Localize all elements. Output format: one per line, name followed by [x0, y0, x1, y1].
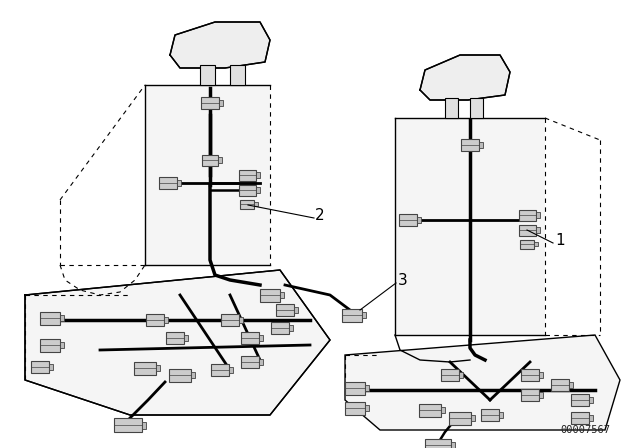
Bar — [362, 312, 366, 318]
Bar — [40, 311, 60, 324]
Bar — [518, 210, 536, 220]
Bar — [342, 309, 362, 322]
Text: 3: 3 — [398, 272, 408, 288]
Bar — [191, 372, 195, 378]
Bar — [201, 97, 219, 109]
Bar — [589, 415, 593, 421]
Bar — [569, 382, 573, 388]
Bar — [239, 185, 255, 195]
Bar — [255, 172, 259, 178]
Bar — [536, 212, 540, 218]
Bar — [241, 356, 259, 368]
Bar — [461, 139, 479, 151]
Bar — [345, 401, 365, 414]
Bar — [365, 385, 369, 391]
Bar — [276, 304, 294, 316]
Bar — [60, 315, 64, 321]
Bar — [280, 292, 284, 298]
Bar — [241, 332, 259, 344]
Bar — [521, 369, 539, 381]
Polygon shape — [25, 270, 330, 415]
Bar — [254, 202, 258, 206]
Bar — [365, 405, 369, 411]
Bar — [159, 177, 177, 189]
Bar — [521, 389, 539, 401]
Bar — [146, 314, 164, 326]
Polygon shape — [395, 118, 545, 335]
Bar — [571, 412, 589, 424]
Polygon shape — [420, 55, 510, 100]
Text: 00007567: 00007567 — [560, 425, 610, 435]
Bar — [259, 335, 263, 341]
Bar — [260, 289, 280, 302]
Bar — [551, 379, 569, 391]
Bar — [499, 412, 503, 418]
Bar — [229, 367, 233, 373]
Bar — [166, 332, 184, 344]
Bar — [520, 240, 534, 249]
Bar — [479, 142, 483, 148]
Bar — [177, 180, 181, 186]
Bar — [417, 217, 421, 223]
Bar — [184, 335, 188, 341]
Bar — [399, 214, 417, 226]
Bar — [169, 369, 191, 382]
Bar — [211, 364, 229, 376]
Bar — [471, 415, 475, 421]
Text: 1: 1 — [555, 233, 564, 247]
Bar — [459, 372, 463, 378]
Bar — [202, 155, 218, 165]
Bar — [539, 372, 543, 378]
Bar — [589, 397, 593, 403]
Bar — [481, 409, 499, 421]
Bar — [289, 325, 293, 331]
Bar — [40, 339, 60, 352]
Polygon shape — [470, 98, 483, 118]
Bar — [114, 418, 142, 432]
Bar — [240, 199, 254, 208]
Polygon shape — [170, 22, 270, 68]
Bar — [441, 407, 445, 413]
Bar — [218, 157, 222, 163]
Bar — [534, 242, 538, 246]
Bar — [219, 100, 223, 106]
Bar — [49, 364, 53, 370]
Bar — [142, 422, 146, 428]
Bar — [259, 359, 263, 365]
Bar — [451, 442, 455, 448]
Text: 2: 2 — [315, 207, 324, 223]
Bar — [156, 365, 160, 371]
Bar — [441, 369, 459, 381]
Bar — [518, 224, 536, 236]
Polygon shape — [230, 65, 245, 85]
Bar — [221, 314, 239, 326]
Bar — [60, 342, 64, 348]
Bar — [425, 439, 451, 448]
Bar — [539, 392, 543, 398]
Polygon shape — [200, 65, 215, 85]
Bar — [571, 394, 589, 406]
Bar — [271, 322, 289, 334]
Bar — [255, 187, 259, 193]
Bar — [345, 382, 365, 395]
Bar — [419, 404, 441, 417]
Bar — [449, 412, 471, 425]
Bar — [164, 317, 168, 323]
Polygon shape — [145, 85, 270, 265]
Bar — [536, 227, 540, 233]
Polygon shape — [445, 98, 458, 118]
Bar — [134, 362, 156, 375]
Bar — [294, 307, 298, 313]
Bar — [31, 361, 49, 373]
Bar — [239, 169, 255, 181]
Bar — [239, 317, 243, 323]
Polygon shape — [345, 335, 620, 430]
